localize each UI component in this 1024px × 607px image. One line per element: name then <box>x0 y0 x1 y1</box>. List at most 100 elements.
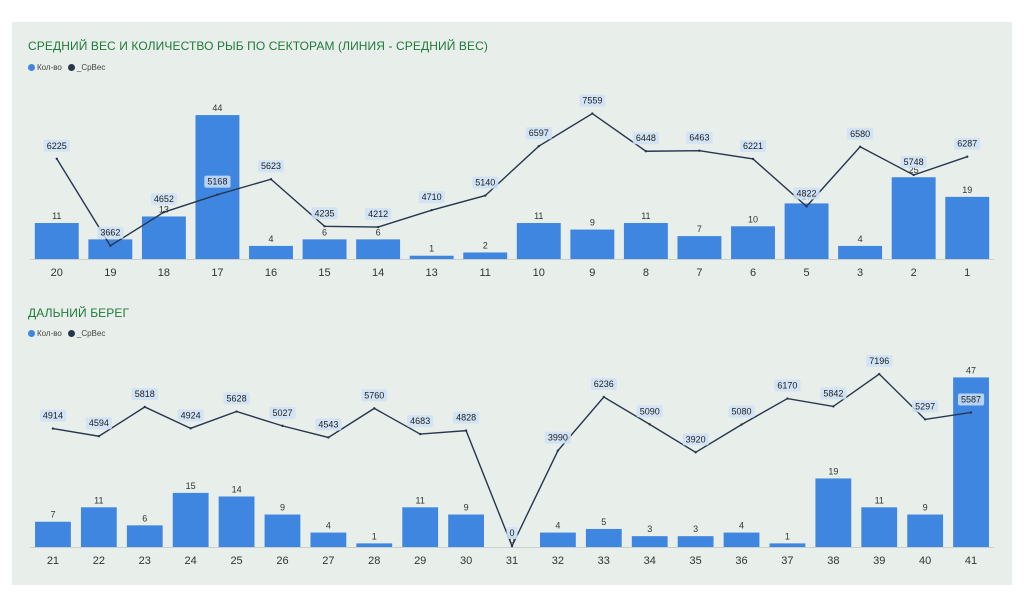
bar-bottom-33 <box>585 528 622 547</box>
bar-top-15 <box>302 239 347 259</box>
x-tick-bottom-34: 34 <box>644 555 656 567</box>
bar-bottom-29 <box>402 507 439 547</box>
avg-value-top-15: 4235 <box>315 208 335 218</box>
bar-bottom-36 <box>723 532 760 547</box>
bar-value-bottom-37: 1 <box>785 531 790 541</box>
avg-point-bottom-21 <box>51 427 55 430</box>
bar-value-bottom-36: 4 <box>739 521 744 531</box>
x-tick-top-7: 7 <box>696 267 702 279</box>
avg-point-bottom-22 <box>97 435 101 438</box>
avg-point-top-2 <box>912 173 915 177</box>
bar-value-top-14: 6 <box>376 227 381 237</box>
avg-point-bottom-29 <box>418 432 422 436</box>
bar-value-top-10: 11 <box>534 211 543 221</box>
avg-value-top-13: 4710 <box>422 192 442 202</box>
bar-top-10 <box>516 223 561 259</box>
avg-label-box-top-11 <box>472 176 499 189</box>
avg-value-top-17: 5168 <box>207 177 227 187</box>
avg-point-top-19 <box>109 244 112 247</box>
legend-label-count: Кол-во <box>37 63 62 72</box>
bar-top-8 <box>623 223 668 259</box>
avg-value-top-16: 5623 <box>261 161 281 171</box>
bar-value-bottom-27: 4 <box>326 521 331 531</box>
x-tick-top-17: 17 <box>211 267 223 279</box>
avg-label-box-top-16 <box>257 160 285 173</box>
avg-value-top-6: 6221 <box>743 141 763 151</box>
avg-label-box-bottom-38 <box>820 387 847 400</box>
x-tick-bottom-22: 22 <box>93 555 105 567</box>
bar-bottom-37 <box>769 543 806 547</box>
avg-label-box-bottom-39 <box>866 355 893 368</box>
top-chart-title: СРЕДНИЙ ВЕС И КОЛИЧЕСТВО РЫБ ПО СЕКТОРАМ… <box>28 39 488 53</box>
avg-label-box-bottom-40 <box>912 400 939 413</box>
avg-point-top-15 <box>323 225 326 228</box>
bar-value-top-9: 9 <box>590 218 595 228</box>
avg-label-box-bottom-32 <box>544 431 571 444</box>
avg-label-box-bottom-25 <box>223 392 250 405</box>
avg-value-bottom-40: 5297 <box>915 401 935 411</box>
bar-bottom-40 <box>907 514 944 547</box>
bar-bottom-21 <box>35 521 71 547</box>
avg-point-top-10 <box>537 144 540 148</box>
x-tick-bottom-26: 26 <box>276 555 288 567</box>
legend-swatch-count <box>28 64 35 71</box>
bottom-chart-legend: Кол-во _СрВес <box>28 329 105 338</box>
avg-point-top-11 <box>484 194 487 197</box>
avg-label-box-top-14 <box>365 208 392 221</box>
avg-label-box-bottom-41 <box>957 393 985 406</box>
bar-top-18 <box>141 216 186 259</box>
bar-bottom-24 <box>172 492 209 547</box>
legend-item-avg: _СрВес <box>67 63 105 72</box>
bar-value-top-1: 19 <box>962 185 972 195</box>
bar-bottom-32 <box>540 532 576 547</box>
x-tick-top-18: 18 <box>158 267 170 279</box>
avg-value-bottom-33: 6236 <box>594 379 614 389</box>
avg-point-top-1 <box>966 155 969 158</box>
avg-label-box-bottom-23 <box>131 387 158 400</box>
bar-top-16 <box>249 245 293 259</box>
avg-value-bottom-34: 5090 <box>640 406 660 416</box>
avg-point-bottom-27 <box>327 436 330 439</box>
avg-value-top-1: 6287 <box>957 139 977 149</box>
avg-point-bottom-30 <box>464 429 468 432</box>
avg-point-bottom-26 <box>281 424 284 428</box>
x-tick-bottom-30: 30 <box>460 555 472 567</box>
bar-value-top-17: 44 <box>212 103 222 113</box>
x-tick-top-6: 6 <box>750 267 756 279</box>
bar-value-top-16: 4 <box>268 234 273 244</box>
avg-point-bottom-28 <box>373 407 376 410</box>
avg-label-box-bottom-36 <box>728 405 755 418</box>
avg-value-bottom-39: 7196 <box>869 356 889 366</box>
bar-value-top-20: 11 <box>52 211 61 221</box>
avg-value-top-8: 6448 <box>636 133 656 143</box>
bar-value-bottom-29: 11 <box>416 495 425 505</box>
avg-point-bottom-35 <box>694 451 697 454</box>
bar-top-2 <box>891 177 936 259</box>
avg-point-bottom-23 <box>143 405 146 409</box>
avg-value-top-14: 4212 <box>368 209 388 219</box>
legend-swatch-avg <box>67 64 75 71</box>
bar-value-bottom-24: 15 <box>186 481 196 491</box>
avg-point-top-16 <box>269 178 273 181</box>
avg-point-top-3 <box>858 145 862 148</box>
bar-value-bottom-32: 4 <box>555 521 560 531</box>
bar-bottom-41 <box>953 377 989 547</box>
bar-value-bottom-21: 7 <box>50 510 55 520</box>
legend-swatch-avg-2 <box>67 330 75 337</box>
avg-label-box-bottom-27 <box>315 418 342 431</box>
avg-value-top-2: 5748 <box>904 157 924 167</box>
avg-label-box-top-2 <box>900 155 927 168</box>
avg-value-bottom-32: 3990 <box>548 433 568 443</box>
bar-top-13 <box>409 255 454 259</box>
legend-swatch-count-2 <box>28 330 35 337</box>
avg-value-bottom-26: 5027 <box>272 408 292 418</box>
bar-top-19 <box>88 239 133 259</box>
x-tick-bottom-40: 40 <box>919 555 931 567</box>
avg-label-box-top-20 <box>43 139 70 152</box>
avg-point-bottom-31 <box>510 544 514 548</box>
bar-bottom-38 <box>815 478 852 547</box>
x-tick-top-15: 15 <box>318 267 330 279</box>
avg-point-top-14 <box>376 225 380 229</box>
avg-value-bottom-23: 5818 <box>135 389 155 399</box>
